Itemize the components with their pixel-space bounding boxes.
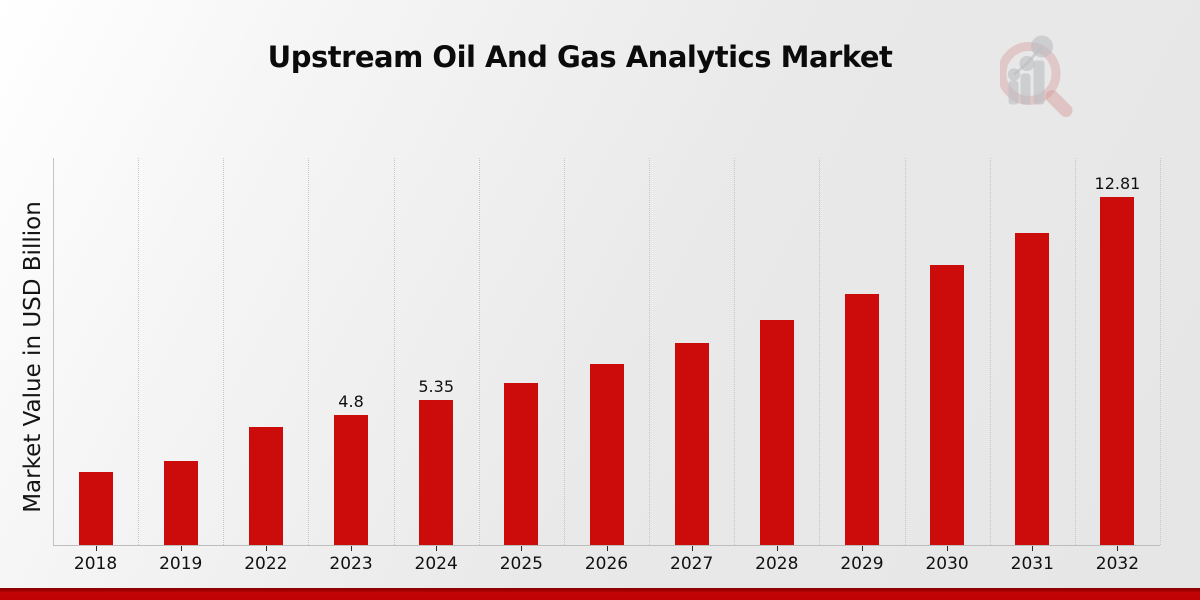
x-tick — [1117, 546, 1119, 551]
x-tick-label-2023: 2023 — [329, 554, 373, 574]
gridline — [649, 158, 651, 545]
gridline — [478, 158, 480, 545]
bar-2018 — [78, 472, 113, 545]
x-tick-label-2028: 2028 — [755, 554, 799, 574]
gridline — [734, 158, 736, 545]
x-tick — [947, 546, 949, 551]
x-tick-label-2026: 2026 — [584, 554, 629, 574]
x-tick — [521, 546, 523, 551]
gridline — [819, 158, 821, 545]
x-tick-label-2027: 2027 — [670, 554, 714, 574]
bar-2029 — [844, 294, 879, 545]
gridline — [308, 158, 310, 545]
gridline — [563, 158, 565, 545]
bar-2031 — [1015, 233, 1050, 545]
gridline — [138, 158, 140, 545]
bar-chart-glyph-icon — [1007, 35, 1053, 105]
x-tick-label-2025: 2025 — [499, 554, 543, 574]
bar-2023 — [334, 415, 369, 545]
x-tick — [351, 546, 353, 551]
x-tick — [436, 546, 438, 551]
bar-2022 — [248, 427, 283, 545]
gridline — [904, 158, 906, 545]
bar-value-label-2024: 5.35 — [418, 377, 454, 396]
gridline — [223, 158, 225, 545]
bar-2030 — [930, 265, 965, 545]
x-tick-label-2029: 2029 — [840, 554, 884, 574]
x-tick — [861, 546, 863, 551]
chart-title: Upstream Oil And Gas Analytics Market — [267, 40, 893, 74]
x-tick-label-2022: 2022 — [244, 554, 288, 574]
x-tick-label-2030: 2030 — [925, 554, 969, 574]
x-tick — [180, 546, 182, 551]
x-tick — [95, 546, 97, 551]
gridline — [393, 158, 395, 545]
bar-2025 — [504, 383, 539, 545]
gridline — [1074, 158, 1076, 545]
gridline — [989, 158, 991, 545]
bar-2024 — [419, 400, 454, 545]
bar-2026 — [589, 364, 624, 545]
x-axis-line — [53, 545, 1160, 546]
y-axis-label: Market Value in USD Billion — [20, 201, 46, 513]
brand-logo — [1000, 35, 1073, 117]
footer-accent-band — [0, 588, 1200, 600]
x-tick — [1032, 546, 1034, 551]
bar-2032 — [1100, 197, 1135, 545]
bar-2028 — [759, 320, 794, 545]
x-tick-label-2031: 2031 — [1010, 554, 1054, 574]
plot-area: 2018 2019 2022 4.8 2023 5.35 2024 2025 2026 2027 2… — [53, 158, 1161, 574]
x-tick-label-2019: 2019 — [159, 554, 203, 574]
bar-value-label-2032: 12.81 — [1094, 174, 1141, 193]
x-tick — [776, 546, 778, 551]
gridline — [1160, 158, 1161, 545]
bar-value-label-2023: 4.8 — [338, 392, 364, 411]
magnifier-icon — [1000, 42, 1073, 117]
x-tick — [691, 546, 693, 551]
x-tick-label-2018: 2018 — [73, 554, 118, 574]
bar-2019 — [163, 461, 198, 545]
x-tick-label-2032: 2032 — [1095, 554, 1140, 574]
x-tick-label-2024: 2024 — [414, 554, 458, 574]
bar-2027 — [674, 343, 709, 545]
x-tick — [265, 546, 267, 551]
x-tick — [606, 546, 608, 551]
y-axis-spine — [53, 158, 54, 545]
